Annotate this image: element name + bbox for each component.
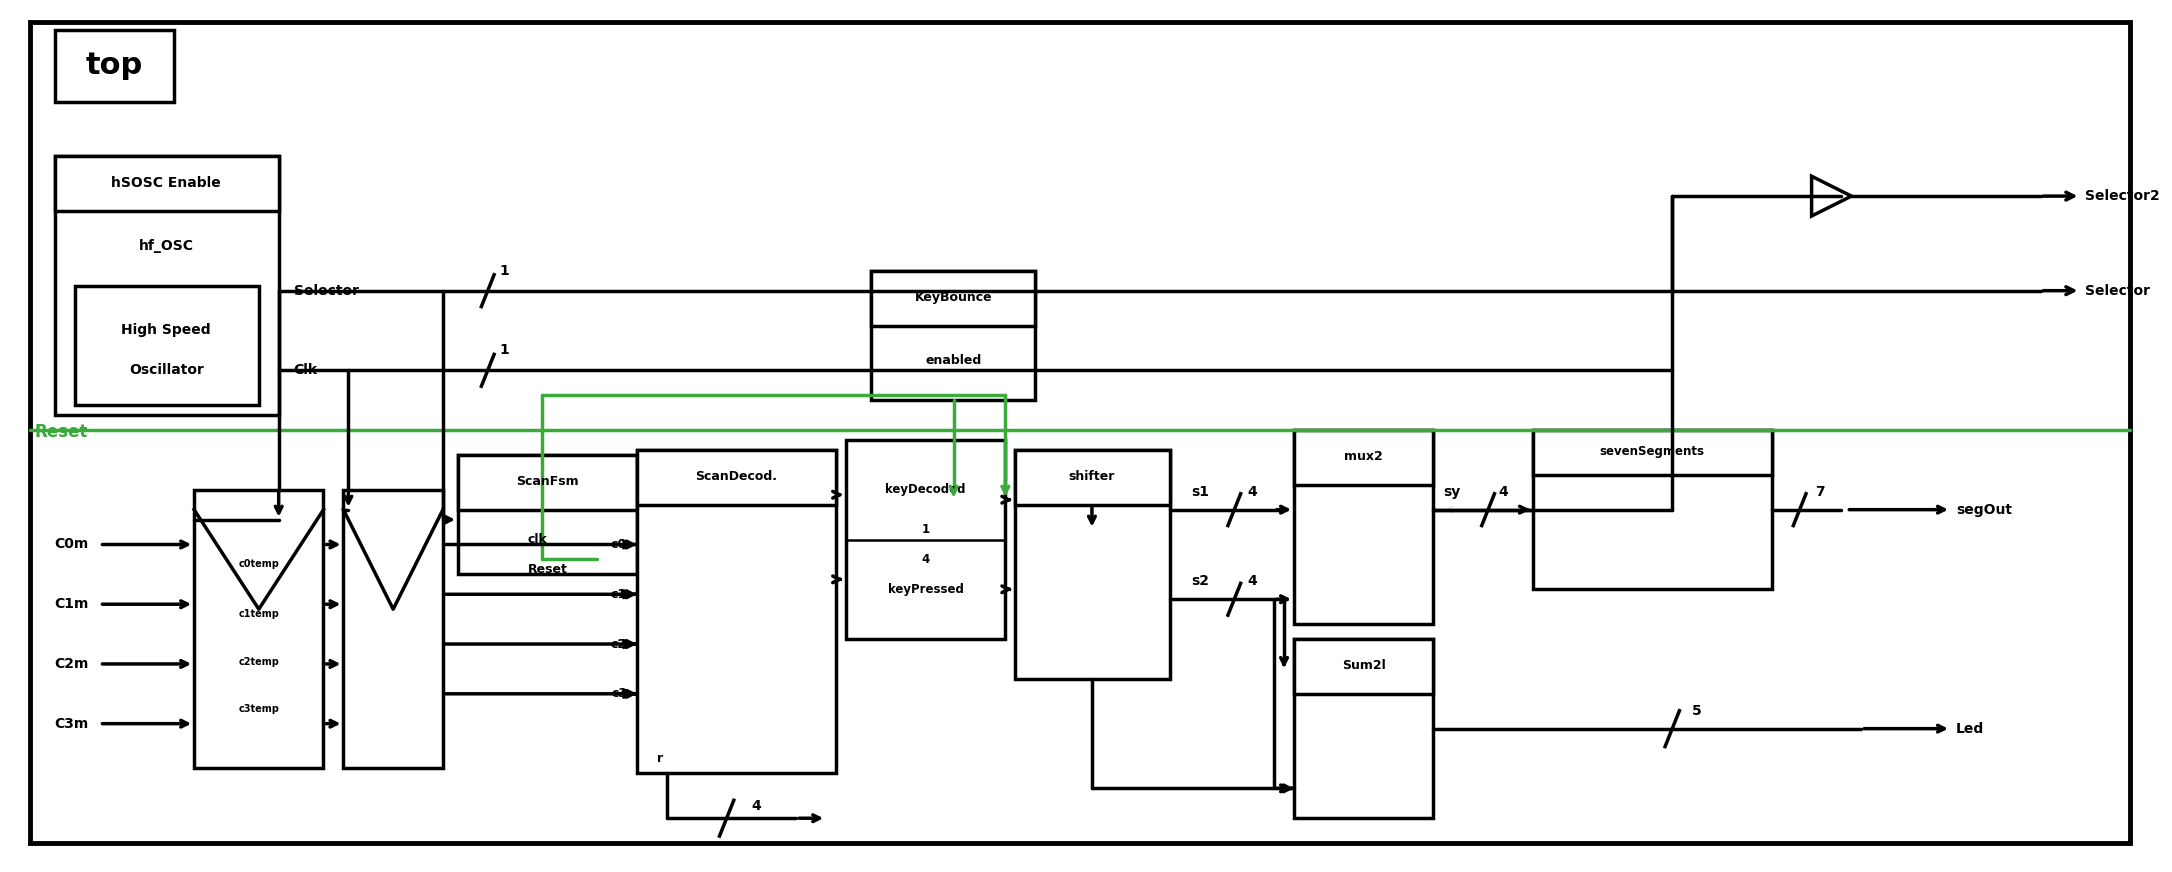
Text: Selector: Selector (2085, 283, 2150, 297)
Text: 5: 5 (1692, 704, 1703, 718)
Text: 7: 7 (1816, 485, 1824, 499)
Text: c2temp: c2temp (239, 657, 280, 667)
Text: c1temp: c1temp (239, 610, 280, 619)
Text: c1: c1 (610, 588, 628, 601)
Text: Clk: Clk (293, 364, 317, 378)
Bar (54, 156, 278, 415)
Text: keyPressed: keyPressed (888, 582, 964, 596)
Bar (1014, 450, 1169, 505)
Text: enabled: enabled (925, 354, 982, 367)
Bar (1014, 450, 1169, 679)
Text: top: top (87, 51, 143, 80)
Text: Sum2l: Sum2l (1342, 659, 1386, 672)
Text: c2: c2 (610, 637, 628, 651)
Text: 4: 4 (921, 553, 930, 566)
Bar (636, 450, 836, 505)
Text: sevenSegments: sevenSegments (1601, 446, 1705, 459)
Text: c3temp: c3temp (239, 704, 280, 714)
Text: Oscillator: Oscillator (128, 364, 204, 378)
Text: 1: 1 (500, 344, 510, 358)
Text: keyDecoded: keyDecoded (886, 483, 967, 496)
Bar (847, 440, 1006, 639)
Bar (458, 455, 636, 509)
Text: Selector2: Selector2 (2085, 189, 2161, 203)
Text: 4: 4 (1247, 485, 1258, 499)
Bar (458, 455, 636, 575)
Text: segOut: segOut (1957, 502, 2011, 516)
Text: Reset: Reset (35, 423, 89, 441)
Text: Led: Led (1957, 722, 1985, 736)
Bar (1295, 430, 1434, 624)
Text: 4: 4 (752, 800, 762, 814)
Bar (871, 271, 1036, 325)
Text: High Speed: High Speed (122, 324, 211, 337)
Text: 4: 4 (1247, 575, 1258, 589)
Bar (1533, 430, 1772, 475)
Text: shifter: shifter (1069, 470, 1114, 483)
Bar (871, 271, 1036, 400)
Text: 1: 1 (921, 523, 930, 536)
Text: r: r (656, 752, 662, 765)
Text: c3: c3 (610, 687, 628, 700)
Text: hf_OSC: hf_OSC (139, 239, 193, 253)
Bar (343, 490, 443, 768)
Text: c0temp: c0temp (239, 560, 280, 569)
Text: C3m: C3m (54, 717, 89, 731)
Text: Reset: Reset (528, 563, 567, 576)
Text: c0: c0 (610, 538, 628, 551)
Text: s1: s1 (1192, 485, 1210, 499)
Bar (54, 156, 278, 211)
Text: C0m: C0m (54, 537, 89, 551)
Text: ScanFsm: ScanFsm (517, 475, 578, 488)
Text: 4: 4 (1499, 485, 1507, 499)
Bar (74, 286, 258, 405)
Text: C2m: C2m (54, 657, 89, 671)
Bar (1295, 430, 1434, 485)
Text: sy: sy (1444, 485, 1460, 499)
Text: 1: 1 (500, 263, 510, 278)
Text: hSOSC Enable: hSOSC Enable (111, 176, 222, 190)
Text: Selector: Selector (293, 283, 358, 297)
Text: ScanDecod.: ScanDecod. (695, 470, 778, 483)
Text: s2: s2 (1192, 575, 1210, 589)
Bar (1295, 639, 1434, 694)
Text: C1m: C1m (54, 597, 89, 611)
Text: KeyBounce: KeyBounce (914, 291, 993, 304)
Bar (1295, 639, 1434, 818)
Bar (193, 490, 324, 768)
Text: clk: clk (528, 533, 547, 546)
Text: mux2: mux2 (1344, 451, 1384, 463)
Bar (54, 30, 174, 101)
Bar (1533, 430, 1772, 589)
Bar (636, 450, 836, 773)
